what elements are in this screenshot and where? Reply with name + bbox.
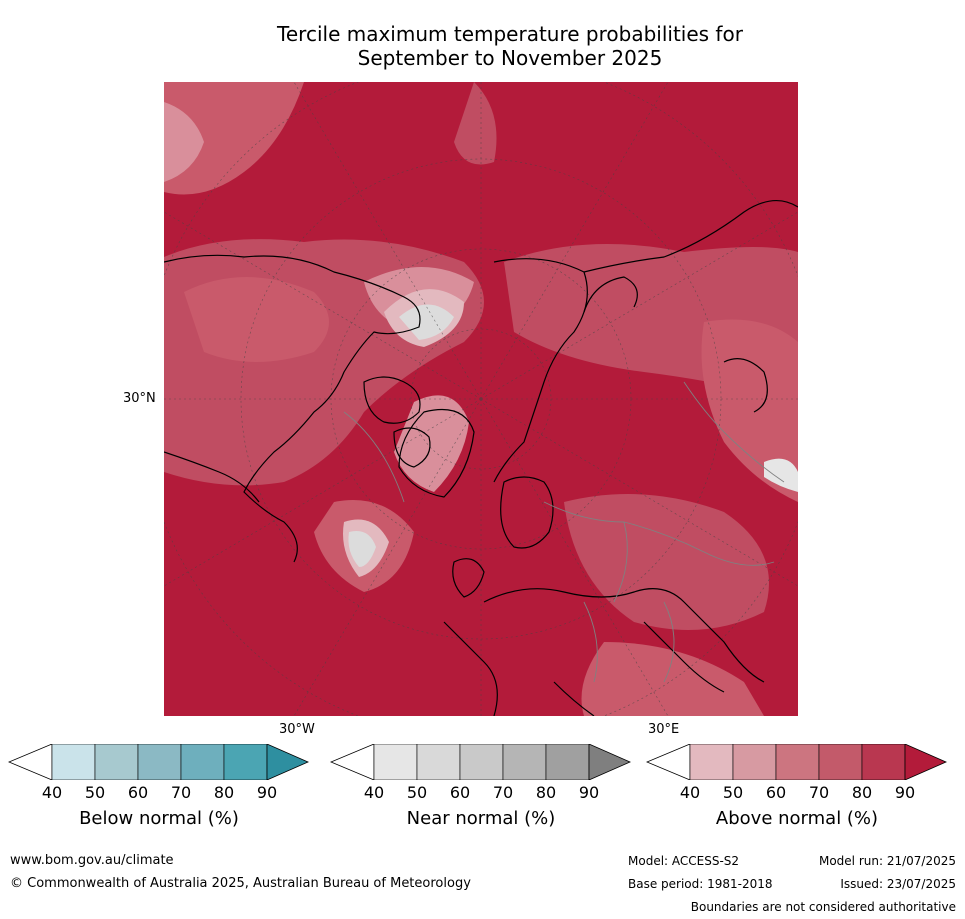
above-swatch-70 (818, 744, 863, 780)
footer-base-period: Base period: 1981-2018 (628, 877, 773, 891)
longitude-label-west: 30°W (279, 722, 315, 737)
below-swatch-70 (180, 744, 225, 780)
title-line-1: Tercile maximum temperature probabilitie… (277, 22, 743, 46)
near-tick-40: 40 (363, 783, 385, 802)
title-line-2: September to November 2025 (357, 46, 663, 70)
longitude-label-east: 30°E (648, 722, 680, 737)
probability-map (164, 82, 798, 716)
below-tick-40: 40 (41, 783, 63, 802)
colorbar-above-swatches (646, 744, 947, 780)
below-swatch-80 (223, 744, 268, 780)
above-tick-40: 40 (679, 783, 701, 802)
near-swatch-50 (416, 744, 461, 780)
above-swatch-40 (689, 744, 734, 780)
footer-copyright: © Commonwealth of Australia 2025, Austra… (10, 876, 471, 891)
above-swatch-50 (732, 744, 777, 780)
above-tick-50: 50 (722, 783, 744, 802)
below-swatch-under (8, 744, 53, 780)
above-swatch-60 (775, 744, 820, 780)
probability-zones (164, 82, 798, 716)
colorbar-below-title: Below normal (%) (79, 808, 239, 829)
above-tick-80: 80 (851, 783, 873, 802)
near-swatch-80 (545, 744, 590, 780)
footer-disclaimer: Boundaries are not considered authoritat… (690, 900, 956, 914)
footer-model-run: Model run: 21/07/2025 (818, 854, 956, 868)
near-tick-50: 50 (406, 783, 428, 802)
near-swatch-70 (502, 744, 547, 780)
near-swatch-60 (459, 744, 504, 780)
near-tick-60: 60 (449, 783, 471, 802)
below-swatch-60 (137, 744, 182, 780)
below-tick-80: 80 (213, 783, 235, 802)
map-title: Tercile maximum temperature probabilitie… (160, 22, 860, 70)
colorbar-below-swatches (8, 744, 309, 780)
near-tick-80: 80 (535, 783, 557, 802)
above-swatch-80 (861, 744, 906, 780)
colorbar-below-normal (8, 744, 310, 780)
footer-url[interactable]: www.bom.gov.au/climate (10, 853, 174, 868)
colorbar-near-normal (330, 744, 632, 780)
above-tick-60: 60 (765, 783, 787, 802)
below-tick-90: 90 (256, 783, 278, 802)
colorbar-above-title: Above normal (%) (715, 808, 879, 829)
map-graphic (164, 82, 798, 716)
near-swatch-over (588, 744, 631, 780)
near-swatch-under (330, 744, 375, 780)
latitude-label: 30°N (123, 391, 156, 406)
above-swatch-under (646, 744, 691, 780)
below-swatch-50 (94, 744, 139, 780)
colorbar-above-normal (646, 744, 948, 780)
footer-issued: Issued: 23/07/2025 (840, 877, 956, 891)
near-tick-70: 70 (492, 783, 514, 802)
above-tick-90: 90 (894, 783, 916, 802)
below-tick-50: 50 (84, 783, 106, 802)
above-tick-70: 70 (808, 783, 830, 802)
below-swatch-over (266, 744, 309, 780)
colorbar-near-swatches (330, 744, 631, 780)
below-tick-70: 70 (170, 783, 192, 802)
below-swatch-40 (51, 744, 96, 780)
country-boundaries (343, 381, 785, 683)
colorbar-near-title: Near normal (%) (406, 808, 556, 829)
near-swatch-40 (373, 744, 418, 780)
footer-model: Model: ACCESS-S2 (628, 854, 740, 868)
above-swatch-over (904, 744, 947, 780)
coastlines (164, 200, 798, 716)
below-tick-60: 60 (127, 783, 149, 802)
near-tick-90: 90 (578, 783, 600, 802)
graticule (164, 82, 798, 716)
